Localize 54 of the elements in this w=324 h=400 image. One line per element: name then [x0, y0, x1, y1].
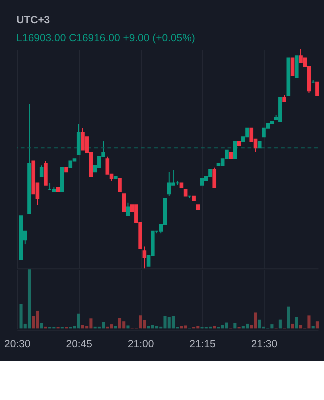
candlestick — [126, 202, 130, 217]
bar — [36, 310, 40, 329]
bar — [254, 312, 258, 329]
candlestick — [233, 141, 238, 160]
bar — [258, 320, 262, 329]
candlestick — [299, 48, 303, 64]
x-tick-label: 21:15 — [190, 339, 216, 350]
bar — [122, 322, 126, 329]
candlestick — [76, 124, 81, 156]
bar — [172, 316, 175, 329]
bar — [184, 326, 188, 329]
x-tick-label: 21:00 — [128, 339, 154, 350]
bar — [164, 316, 167, 329]
candlestick — [167, 172, 172, 197]
bar — [139, 316, 142, 329]
bar — [126, 326, 130, 329]
candlestick — [122, 194, 126, 212]
candlestick — [212, 167, 217, 188]
text: L16903.00 C16916.00 +9.00 (+0.05%) — [16, 33, 196, 44]
candlestick — [294, 56, 299, 78]
bar — [118, 318, 122, 329]
candlestick — [44, 160, 48, 186]
bar — [316, 322, 319, 329]
bar — [90, 318, 93, 329]
bar — [221, 325, 224, 329]
bar — [110, 324, 114, 329]
bar — [287, 306, 290, 329]
bar — [291, 324, 294, 329]
candlestick — [290, 58, 295, 76]
x-tick-label: 21:30 — [251, 339, 278, 350]
bar — [20, 304, 23, 329]
bar — [246, 324, 250, 329]
candlestick — [316, 82, 320, 96]
x-tick-label: 20:45 — [66, 339, 93, 350]
bar — [77, 314, 80, 329]
candlestick — [118, 178, 122, 192]
candlestick — [81, 128, 85, 151]
candlestick — [40, 165, 44, 178]
bar — [168, 317, 171, 329]
bar — [102, 322, 106, 329]
bar — [81, 325, 85, 329]
bar — [40, 323, 44, 329]
bar — [225, 322, 228, 329]
bar — [299, 325, 303, 329]
bar — [308, 316, 311, 329]
candlestick — [98, 156, 102, 168]
x-tick-label: 20:30 — [4, 339, 31, 350]
bar — [270, 324, 274, 329]
bar — [295, 317, 298, 329]
bar — [151, 325, 154, 329]
bar — [28, 270, 32, 329]
bar — [278, 320, 282, 329]
bar — [234, 323, 237, 329]
text: UTC+3 — [16, 15, 50, 26]
